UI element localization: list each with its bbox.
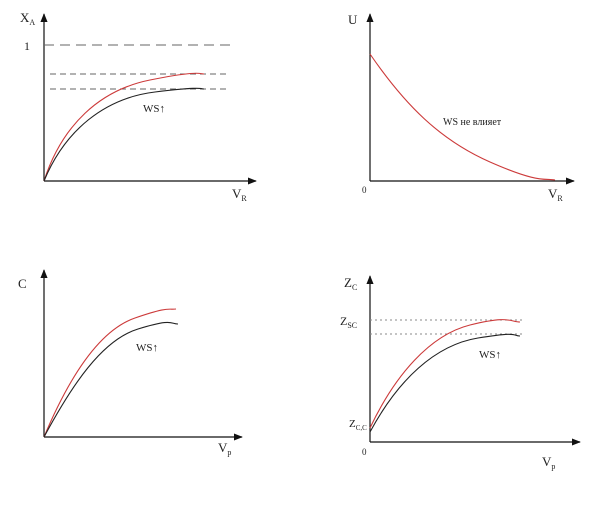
start-label: ZC,C (349, 418, 367, 432)
x-axis-label: VR (548, 186, 563, 203)
y-axis-label: XA (20, 10, 35, 27)
panel-z-vs-volume: ZC ZSC ZC,C 0 WS↑ Vp (340, 275, 581, 471)
annotation-ws: WS↑ (143, 103, 165, 115)
annotation-ws-no-effect: WS не влияет (443, 117, 502, 128)
tick-one-label: 1 (24, 39, 30, 53)
annotation-ws: WS↑ (136, 342, 158, 354)
curve-black (369, 333, 521, 433)
y-axis-label: C (18, 276, 27, 291)
panel-concentration-vs-volume: C WS↑ Vp (18, 269, 243, 457)
panel-conversion-vs-volume: XA 1 WS↑ VR (20, 10, 257, 203)
y-axis-label: U (348, 12, 358, 27)
origin-label: 0 (362, 447, 367, 457)
curve-red (43, 72, 205, 182)
x-axis-label: Vp (218, 440, 231, 457)
annotation-ws: WS↑ (479, 349, 501, 361)
curve-black (43, 87, 205, 182)
x-axis-label: Vp (542, 454, 555, 471)
curve-black (43, 321, 179, 438)
level-label: ZSC (340, 314, 357, 330)
y-axis-label: ZC (344, 275, 357, 292)
panel-selectivity-vs-volume: U 0 WS не влияет VR (348, 12, 575, 203)
x-axis-label: VR (232, 186, 247, 203)
origin-label: 0 (362, 185, 367, 195)
curve-red (43, 308, 177, 438)
curve-red (369, 53, 556, 181)
curve-red (369, 319, 521, 429)
